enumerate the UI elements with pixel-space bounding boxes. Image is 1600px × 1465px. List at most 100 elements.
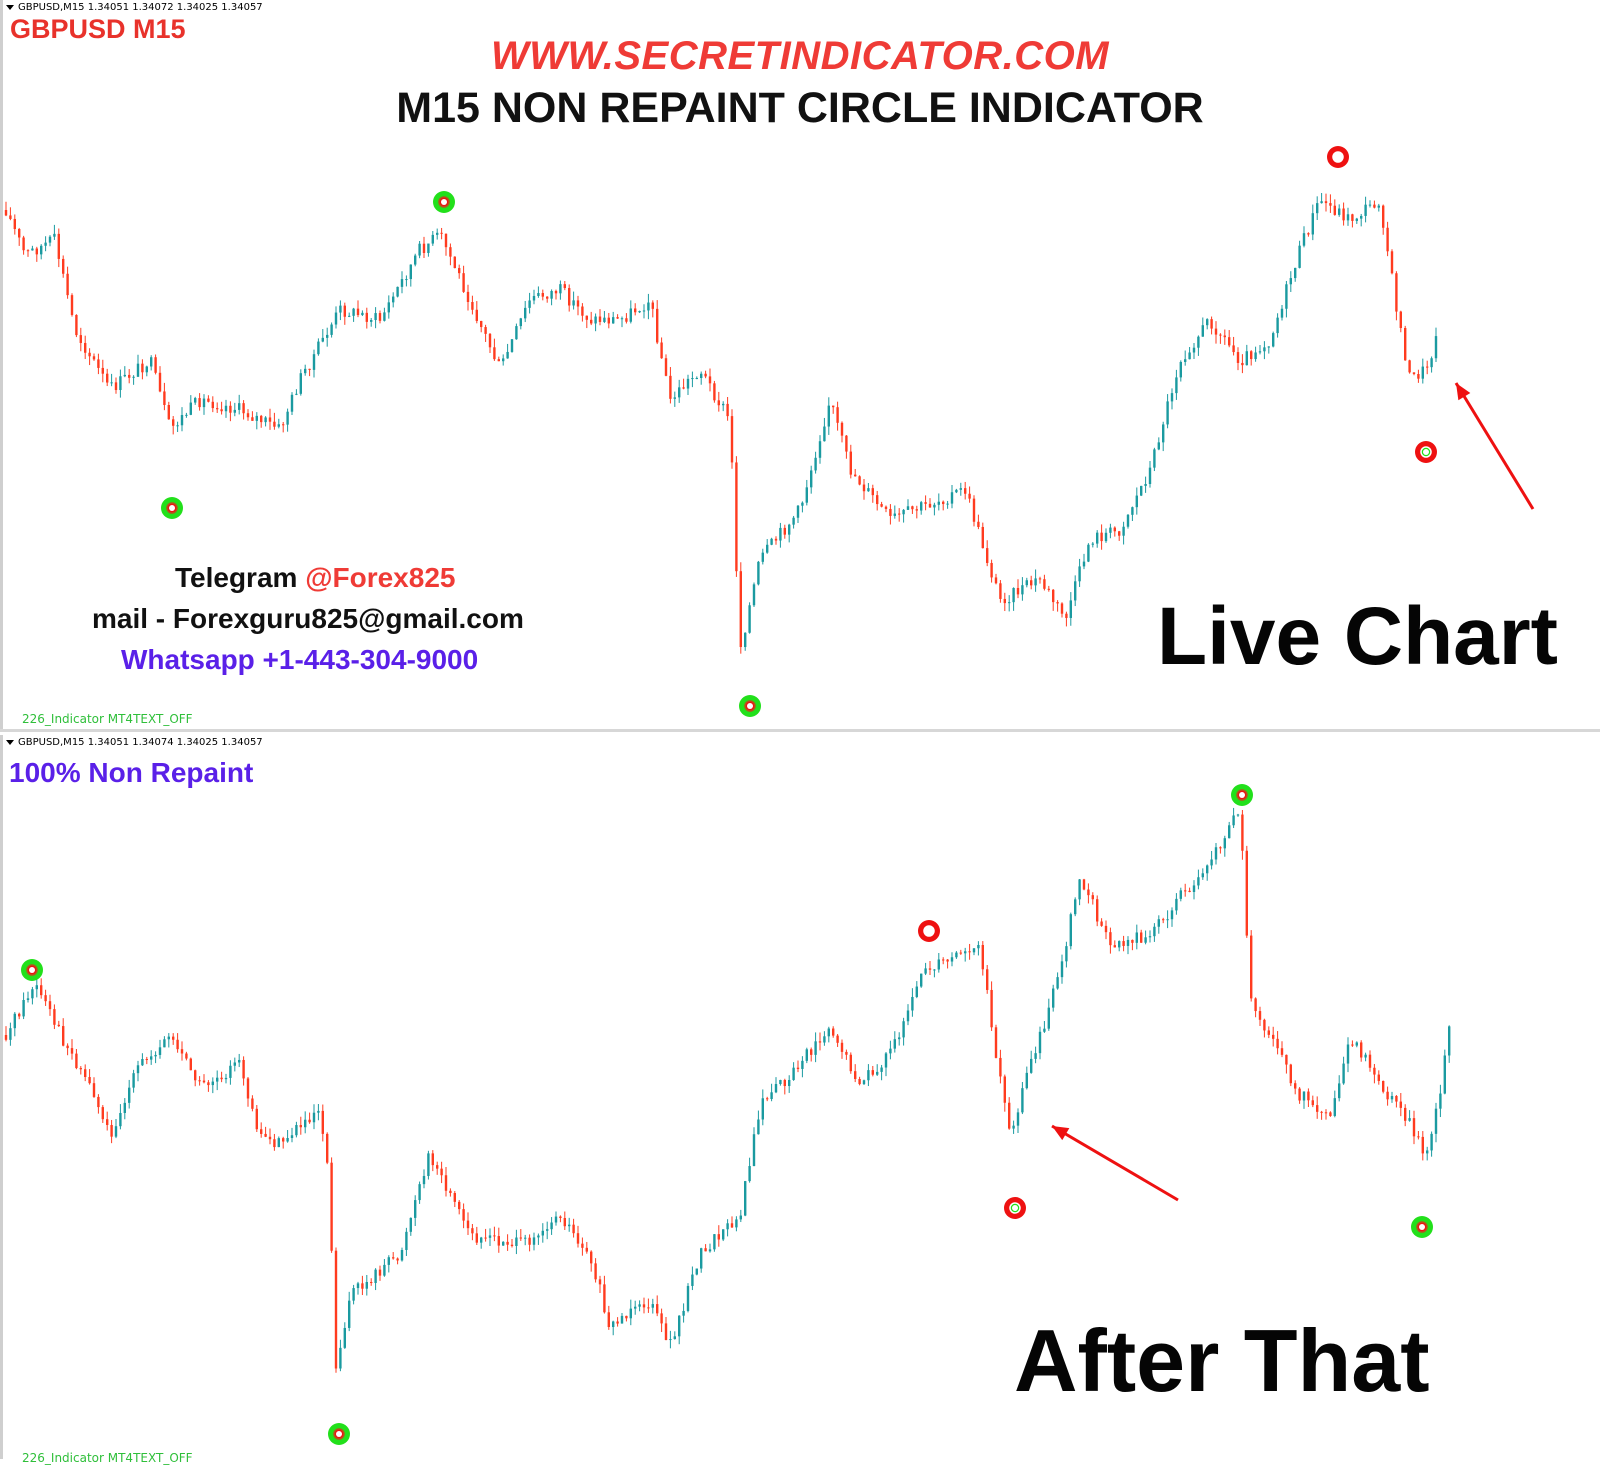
candle xyxy=(1047,998,1050,1031)
candle xyxy=(704,1244,707,1252)
candle xyxy=(119,369,122,398)
live-chart-panel[interactable]: GBPUSD,M15 1.34051 1.34072 1.34025 1.340… xyxy=(0,0,1600,732)
candle xyxy=(634,303,637,316)
candle xyxy=(722,1229,725,1242)
candle xyxy=(75,1048,78,1070)
candle xyxy=(647,1298,650,1313)
candle xyxy=(550,289,553,306)
circle-signal-icon xyxy=(1231,784,1253,806)
candle xyxy=(884,1051,888,1077)
candle xyxy=(1434,1102,1438,1143)
candle xyxy=(708,368,712,392)
candle xyxy=(453,1191,456,1208)
candle xyxy=(246,409,250,421)
candle xyxy=(1434,327,1438,363)
candle xyxy=(594,1258,597,1283)
candle xyxy=(968,943,971,960)
candle xyxy=(1100,918,1103,927)
live-price-chart[interactable] xyxy=(0,0,1600,732)
candle xyxy=(1241,809,1244,860)
candle xyxy=(1091,892,1094,905)
candle xyxy=(136,1060,140,1082)
contact-whatsapp: Whatsapp +1-443-304-9000 xyxy=(121,644,479,675)
candle xyxy=(497,356,500,362)
candle xyxy=(796,505,800,524)
candle xyxy=(414,1195,417,1226)
candle xyxy=(383,307,386,322)
candle xyxy=(475,301,478,324)
chart-info-bar: GBPUSD,M15 1.34051 1.34072 1.34025 1.340… xyxy=(6,2,263,13)
candle xyxy=(964,481,967,500)
candle xyxy=(546,296,549,303)
candle xyxy=(1210,316,1213,335)
dropdown-triangle-icon[interactable] xyxy=(6,739,14,745)
pointer-arrow-icon xyxy=(1454,382,1535,510)
candle xyxy=(339,1339,342,1372)
candle xyxy=(189,1057,192,1071)
candle xyxy=(1162,421,1165,452)
candle xyxy=(150,355,153,371)
candle xyxy=(656,1295,659,1317)
candle xyxy=(264,416,267,427)
candle xyxy=(348,312,351,318)
candle xyxy=(268,408,272,430)
candle xyxy=(48,235,52,247)
candle xyxy=(488,333,492,353)
candle xyxy=(713,1234,716,1252)
candle xyxy=(128,369,131,384)
candle xyxy=(695,376,698,380)
candle xyxy=(57,228,60,268)
candle xyxy=(959,949,962,955)
candle xyxy=(48,994,52,1016)
candle xyxy=(238,394,241,415)
candle xyxy=(634,1300,637,1315)
candle xyxy=(506,1234,509,1251)
after-price-chart[interactable] xyxy=(0,735,1600,1459)
candle xyxy=(238,1053,241,1068)
candle xyxy=(216,1070,219,1091)
candle xyxy=(880,501,883,508)
candle xyxy=(1210,850,1213,870)
candle xyxy=(801,1056,804,1078)
candle xyxy=(304,1111,307,1134)
candle xyxy=(4,1026,8,1042)
candle xyxy=(40,244,43,260)
candle xyxy=(1078,878,1081,906)
candle xyxy=(224,399,228,418)
candle xyxy=(282,1136,285,1149)
candle xyxy=(1364,196,1367,223)
dropdown-triangle-icon[interactable] xyxy=(6,4,14,10)
candle xyxy=(1395,271,1398,321)
pointer-arrow-icon xyxy=(1051,1124,1179,1202)
candle xyxy=(444,233,448,256)
candle xyxy=(805,1047,808,1064)
candle xyxy=(176,421,179,432)
candle xyxy=(374,1268,377,1291)
candle xyxy=(942,957,945,965)
candle xyxy=(832,1026,835,1038)
candle xyxy=(136,354,140,378)
candle xyxy=(854,468,857,477)
candle xyxy=(532,1232,536,1251)
candle xyxy=(898,508,901,522)
candle xyxy=(251,411,254,421)
candle xyxy=(779,1079,782,1086)
candle xyxy=(101,1105,104,1123)
candle xyxy=(361,310,364,317)
candle xyxy=(286,1130,289,1143)
candle xyxy=(22,992,25,1020)
candle xyxy=(510,338,514,353)
candle xyxy=(1047,585,1050,592)
candle xyxy=(1030,575,1033,590)
candle xyxy=(493,1226,496,1242)
candle xyxy=(1426,360,1429,375)
after-chart-panel[interactable]: GBPUSD,M15 1.34051 1.34074 1.34025 1.340… xyxy=(0,735,1600,1459)
candle xyxy=(906,499,910,511)
candle xyxy=(972,948,976,956)
candle xyxy=(994,1024,998,1059)
candle xyxy=(66,1043,69,1056)
candle xyxy=(946,500,949,509)
candle xyxy=(317,338,320,356)
candle xyxy=(229,1060,232,1085)
candle xyxy=(145,365,148,377)
